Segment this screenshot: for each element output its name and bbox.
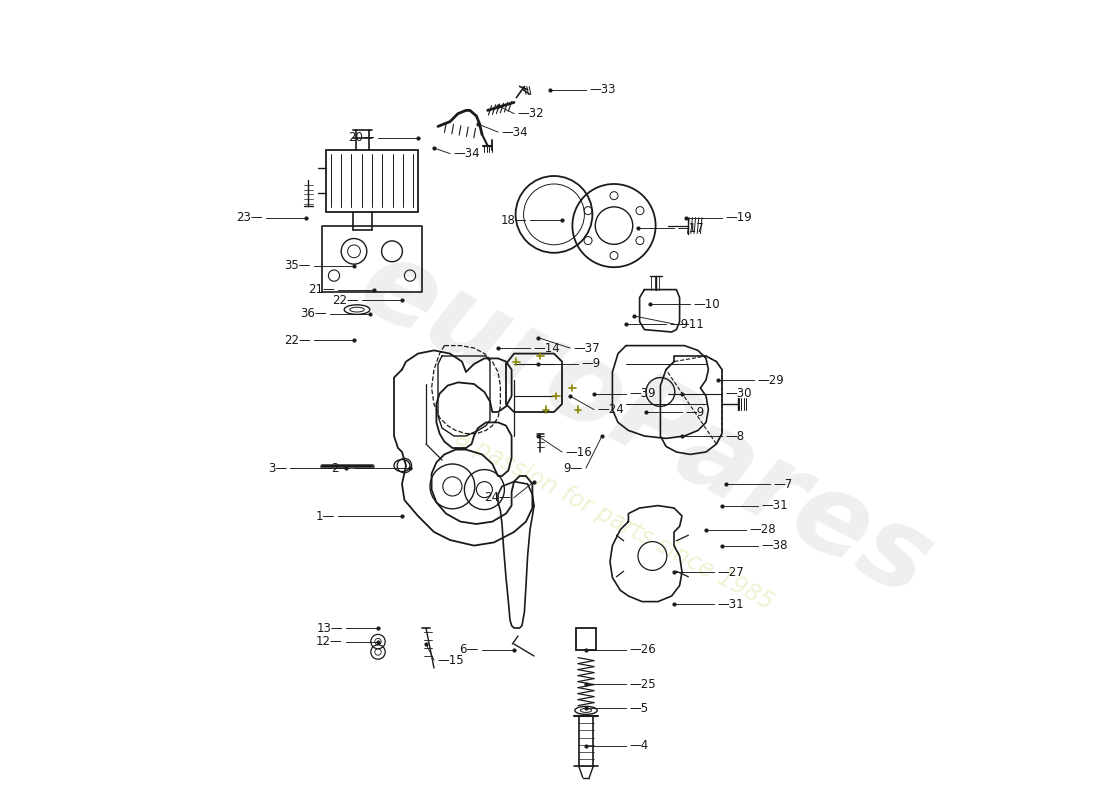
Text: —16: —16 xyxy=(565,446,592,458)
Text: 13—: 13— xyxy=(316,622,343,634)
Text: 6—: 6— xyxy=(460,643,478,656)
Text: —11: —11 xyxy=(678,318,704,330)
Text: —32: —32 xyxy=(517,107,543,120)
Text: —8: —8 xyxy=(725,430,745,442)
Text: 3—: 3— xyxy=(267,462,287,474)
Text: —5: —5 xyxy=(629,702,648,714)
Bar xyxy=(326,150,418,212)
Text: —4: —4 xyxy=(629,739,649,752)
Text: 23—: 23— xyxy=(236,211,263,224)
Text: —30: —30 xyxy=(725,387,751,400)
Text: —15: —15 xyxy=(437,654,464,666)
Text: —28: —28 xyxy=(749,523,775,536)
Text: 36—: 36— xyxy=(300,307,327,320)
Text: —34: —34 xyxy=(502,126,528,138)
Text: 35—: 35— xyxy=(284,259,311,272)
Text: 21—: 21— xyxy=(308,283,334,296)
Text: —9: —9 xyxy=(581,358,601,370)
Text: —29: —29 xyxy=(757,374,784,386)
Text: —10: —10 xyxy=(693,298,719,310)
Text: —37: —37 xyxy=(573,342,600,354)
Text: —25: —25 xyxy=(629,678,656,690)
Text: —14: —14 xyxy=(534,342,560,354)
Text: —31: —31 xyxy=(761,499,788,512)
Text: —33: —33 xyxy=(590,83,616,96)
Text: 20—: 20— xyxy=(349,131,375,144)
Text: 2—: 2— xyxy=(331,462,351,474)
Text: —31: —31 xyxy=(717,598,744,610)
Text: 12—: 12— xyxy=(316,635,343,648)
Text: 24—: 24— xyxy=(484,491,510,504)
Text: 1—: 1— xyxy=(316,510,334,522)
Text: —9: —9 xyxy=(685,406,704,418)
Text: —24: —24 xyxy=(597,403,624,416)
Text: —34: —34 xyxy=(453,147,480,160)
Text: —9: —9 xyxy=(669,318,689,330)
Text: 22—: 22— xyxy=(332,294,359,306)
Text: 18—: 18— xyxy=(500,214,527,226)
Text: —19: —19 xyxy=(725,211,752,224)
Text: —7: —7 xyxy=(773,478,792,490)
Text: —38: —38 xyxy=(761,539,788,552)
Text: —39: —39 xyxy=(629,387,656,400)
Text: 22—: 22— xyxy=(284,334,311,346)
Text: —26: —26 xyxy=(629,643,656,656)
Text: —17: —17 xyxy=(678,222,704,234)
Text: 9—: 9— xyxy=(563,462,583,474)
Text: euroPares: euroPares xyxy=(342,229,949,619)
Text: —27: —27 xyxy=(717,566,744,578)
Text: a passion for parts since 1985: a passion for parts since 1985 xyxy=(451,426,778,614)
